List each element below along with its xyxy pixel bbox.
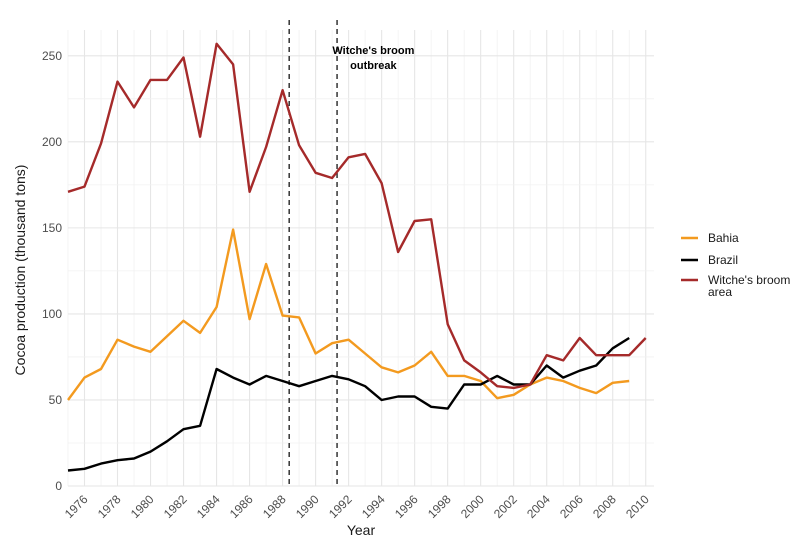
y-tick-label: 250: [42, 49, 62, 63]
series-line-brazil: [67, 336, 630, 472]
legend-label: Bahia: [708, 231, 739, 245]
y-tick-label: 100: [42, 307, 62, 321]
x-tick-label: 1984: [194, 492, 223, 521]
y-axis-title: Cocoa production (thousand tons): [12, 165, 28, 376]
x-tick-label: 2000: [458, 492, 487, 521]
x-tick-label: 2002: [491, 492, 520, 521]
x-tick-label: 1980: [128, 492, 157, 521]
y-axis-ticks: 0 50 100 150 200 250: [42, 49, 62, 493]
x-tick-label: 1976: [62, 492, 91, 521]
y-tick-label: 50: [49, 393, 63, 407]
x-axis-ticks: 1976 1978 1980 1982 1984 1986 1988 1990 1992 1994…: [62, 492, 652, 521]
x-tick-label: 1992: [326, 492, 355, 521]
x-tick-label: 1990: [293, 492, 322, 521]
legend-label: Witche's broom: [708, 273, 790, 287]
series-line-bahia: [67, 228, 630, 401]
x-tick-label: 1982: [161, 492, 190, 521]
annotation-line-1: Witche's broom: [332, 45, 414, 57]
y-tick-label: 0: [55, 479, 62, 493]
x-tick-label: 2008: [590, 492, 619, 521]
x-tick-label: 2004: [524, 492, 553, 521]
x-axis-title: Year: [347, 522, 376, 538]
outbreak-lines: [288, 20, 338, 486]
x-tick-label: 1998: [425, 492, 454, 521]
y-tick-label: 200: [42, 135, 62, 149]
annotation-line-2: outbreak: [350, 60, 397, 72]
x-tick-label: 1986: [227, 492, 256, 521]
legend-label: area: [708, 285, 732, 299]
grid: [67, 30, 654, 487]
x-tick-label: 1996: [392, 492, 421, 521]
legend-label: Brazil: [708, 253, 738, 267]
x-tick-label: 2006: [557, 492, 586, 521]
series-line-witche-s-broom-area: [67, 42, 647, 390]
x-tick-label: 1978: [95, 492, 124, 521]
x-tick-label: 2010: [623, 492, 652, 521]
y-tick-label: 150: [42, 221, 62, 235]
x-tick-label: 1994: [359, 492, 388, 521]
series-lines: [67, 42, 647, 472]
x-tick-label: 1988: [260, 492, 289, 521]
